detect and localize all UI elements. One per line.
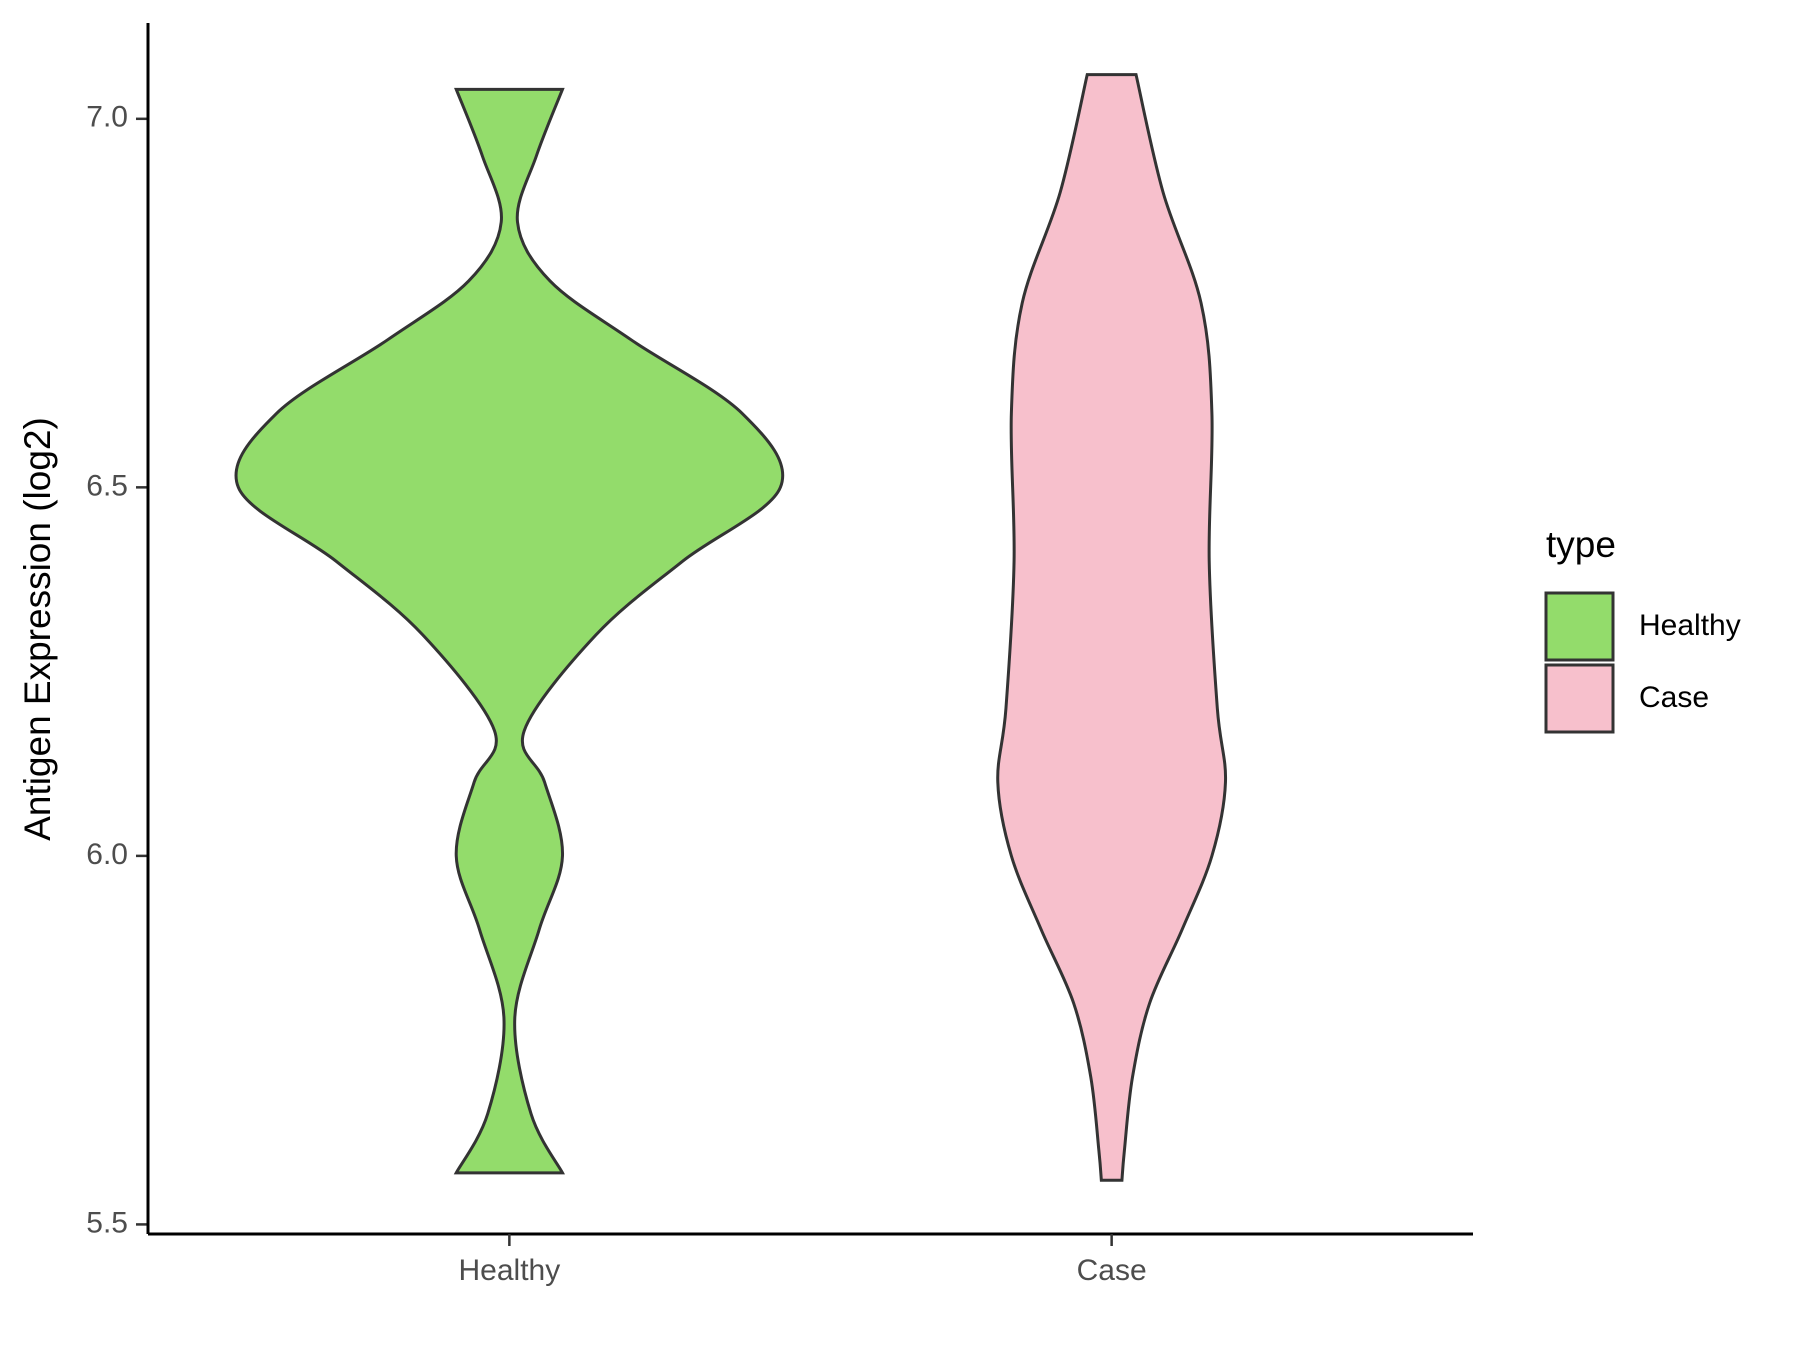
y-tick-label: 6.0 xyxy=(86,838,128,871)
legend-title: type xyxy=(1546,524,1616,565)
legend-label: Healthy xyxy=(1639,609,1741,642)
violin xyxy=(234,87,785,1175)
y-tick-label: 6.5 xyxy=(86,469,128,502)
legend-key xyxy=(1544,591,1615,662)
y-tick-label: 5.5 xyxy=(86,1206,128,1239)
x-tick-label: Case xyxy=(1077,1254,1147,1287)
violin xyxy=(996,73,1228,1182)
legend-label: Case xyxy=(1639,681,1709,714)
legend-key xyxy=(1544,663,1615,734)
y-tick-label: 7.0 xyxy=(86,101,128,134)
y-axis-title: Antigen Expression (log2) xyxy=(17,417,58,841)
x-tick-label: Healthy xyxy=(459,1254,561,1287)
